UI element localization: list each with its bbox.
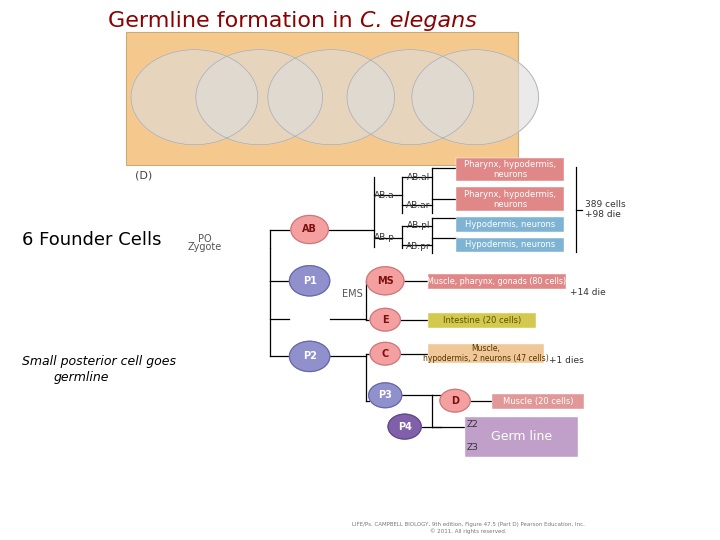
- Text: P2: P2: [302, 352, 317, 361]
- Text: E: E: [382, 315, 389, 325]
- FancyBboxPatch shape: [428, 274, 566, 289]
- Text: P3: P3: [378, 390, 392, 400]
- Circle shape: [131, 50, 258, 145]
- Circle shape: [366, 267, 404, 295]
- Circle shape: [291, 215, 328, 244]
- FancyBboxPatch shape: [428, 344, 544, 363]
- Text: +1 dies: +1 dies: [549, 356, 583, 364]
- Circle shape: [388, 414, 421, 439]
- Text: Z3: Z3: [467, 443, 478, 451]
- Text: (D): (D): [135, 171, 153, 180]
- FancyBboxPatch shape: [428, 313, 536, 328]
- Text: Pharynx, hypodermis,
neurons: Pharynx, hypodermis, neurons: [464, 160, 557, 179]
- Text: Hypodermis, neurons: Hypodermis, neurons: [465, 220, 556, 229]
- Text: AB.p: AB.p: [374, 233, 395, 242]
- Circle shape: [289, 266, 330, 296]
- Text: Muscle, pharynx, gonads (80 cells): Muscle, pharynx, gonads (80 cells): [427, 277, 567, 286]
- FancyBboxPatch shape: [456, 217, 564, 232]
- Text: AB.pl: AB.pl: [407, 221, 431, 230]
- Text: C: C: [382, 349, 389, 359]
- Text: 6 Founder Cells: 6 Founder Cells: [22, 231, 161, 249]
- Text: P1: P1: [302, 276, 317, 286]
- Text: AB.pr: AB.pr: [406, 242, 431, 251]
- Text: germline: germline: [54, 372, 109, 384]
- Circle shape: [369, 383, 402, 408]
- Text: Germline formation in: Germline formation in: [108, 10, 360, 31]
- Text: MS: MS: [377, 276, 394, 286]
- Circle shape: [347, 50, 474, 145]
- Text: Muscle (20 cells): Muscle (20 cells): [503, 397, 573, 406]
- Text: LIFE/Ps. CAMPBELL BIOLOGY, 9th edition, Figure 47.5 (Part D) Pearson Education, : LIFE/Ps. CAMPBELL BIOLOGY, 9th edition, …: [351, 522, 585, 534]
- Text: PO: PO: [199, 234, 212, 244]
- Text: Zygote: Zygote: [188, 242, 222, 252]
- FancyBboxPatch shape: [465, 417, 578, 457]
- FancyBboxPatch shape: [456, 158, 564, 181]
- Text: AB: AB: [302, 225, 317, 234]
- Text: EMS: EMS: [343, 289, 363, 299]
- Circle shape: [370, 308, 400, 331]
- Text: 389 cells
+98 die: 389 cells +98 die: [585, 200, 625, 219]
- Text: Z2: Z2: [467, 421, 478, 429]
- Circle shape: [370, 342, 400, 365]
- Text: AB.al: AB.al: [408, 173, 431, 181]
- Text: C. elegans: C. elegans: [360, 10, 477, 31]
- Text: D: D: [451, 396, 459, 406]
- FancyBboxPatch shape: [456, 187, 564, 211]
- Circle shape: [440, 389, 470, 412]
- Text: Intestine (20 cells): Intestine (20 cells): [443, 316, 521, 325]
- Circle shape: [289, 341, 330, 372]
- FancyBboxPatch shape: [126, 32, 518, 165]
- FancyBboxPatch shape: [456, 238, 564, 252]
- Text: Small posterior cell goes: Small posterior cell goes: [22, 355, 176, 368]
- Text: Muscle,
hypodermis, 2 neurons (47 cells): Muscle, hypodermis, 2 neurons (47 cells): [423, 344, 549, 363]
- Text: Germ line: Germ line: [491, 430, 552, 443]
- Circle shape: [196, 50, 323, 145]
- FancyBboxPatch shape: [492, 394, 584, 409]
- Text: P4: P4: [397, 422, 412, 431]
- Circle shape: [412, 50, 539, 145]
- Text: AB.a: AB.a: [374, 191, 395, 200]
- Text: +14 die: +14 die: [570, 288, 606, 297]
- Circle shape: [268, 50, 395, 145]
- Text: Pharynx, hypodermis,
neurons: Pharynx, hypodermis, neurons: [464, 190, 557, 209]
- Text: Hypodermis, neurons: Hypodermis, neurons: [465, 240, 556, 249]
- Text: AB.ar: AB.ar: [406, 201, 431, 210]
